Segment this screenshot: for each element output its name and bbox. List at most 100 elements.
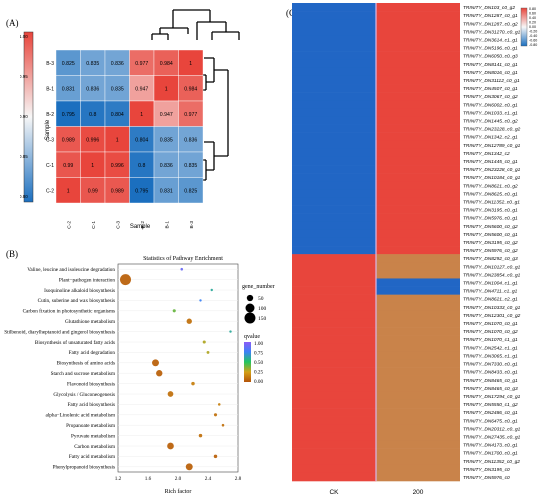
expression-cell-200 [376, 399, 460, 409]
heatmap-cell [55, 126, 81, 153]
pathway-label: Pyruvate metabolism [71, 433, 115, 439]
expression-cell-200 [376, 359, 460, 368]
heatmap-cell [153, 49, 179, 76]
expression-cell-200 [376, 108, 460, 117]
gene-label: TRINITY_DN8292_c0_g3 [463, 256, 518, 262]
expression-cell-ck [292, 108, 376, 117]
column-label: B-3 [189, 221, 195, 229]
cell-value: 0.989 [111, 188, 124, 194]
expression-cell-200 [376, 84, 460, 93]
expression-cell-ck [292, 3, 376, 12]
pathway-label: Phenylpropanoid biosynthesis [53, 465, 115, 471]
heatmap-cell [104, 126, 130, 153]
expression-cell-ck [292, 335, 376, 344]
cell-value: 0.984 [160, 61, 173, 67]
pathway-dot [156, 370, 163, 377]
gene-label: TRINITY_DN1287_c0_g2 [463, 21, 518, 27]
heatmap-cell [80, 151, 106, 178]
expression-cell-200 [376, 92, 460, 101]
heatmap-cell [55, 151, 81, 178]
expression-cell-ck [292, 448, 376, 457]
pathway-label: Fatty acid biosynthesis [67, 402, 115, 408]
heatmap-cell [80, 75, 106, 102]
legend-color-tick: 0.50 [254, 360, 263, 366]
pathway-dot [185, 463, 193, 471]
expression-cell-200 [376, 254, 460, 263]
expression-cell-ck [292, 367, 376, 376]
expression-cell-200 [376, 237, 460, 247]
expression-cell-ck [292, 408, 376, 417]
gene-label: TRINITY_DN8465_c0_g3 [463, 386, 518, 392]
cell-value: 0.795 [135, 188, 148, 194]
expression-cell-ck [292, 165, 376, 174]
heatmap-cell [55, 49, 81, 76]
gene-label: TRINITY_DN6475_c0_g1 [463, 418, 518, 424]
expression-cell-ck [292, 148, 376, 158]
pathway-dot [119, 274, 132, 286]
expression-cell-ck [292, 343, 376, 352]
colorbar-tick: 0.85 [20, 154, 28, 159]
row-label: C-1 [46, 163, 54, 169]
expression-cell-200 [376, 3, 460, 12]
heatmap-cell [80, 100, 106, 127]
expression-cell-ck [292, 383, 376, 393]
gene-label: TRINITY_DN1070_c0_g2 [463, 329, 518, 335]
gene-label: TRINITY_DN12301_c0_g2 [463, 313, 521, 319]
cell-value: 0.996 [111, 163, 124, 169]
heatmap-cell [178, 49, 204, 76]
gene-label: TRINITY_DN8621_c0_g2 [463, 183, 518, 189]
expression-cell-200 [376, 189, 460, 198]
pathway-dot [191, 381, 195, 386]
cell-value: 0.99 [63, 163, 73, 169]
heatmap-cell [55, 75, 81, 102]
expression-cell-200 [376, 310, 460, 320]
gene-label: TRINITY_DN5600_c0_g2 [463, 224, 518, 230]
expression-cell-ck [292, 51, 376, 61]
expression-cell-ck [292, 189, 376, 198]
colorbar-tick: 0.80 [20, 194, 28, 199]
expression-cell-200 [376, 270, 460, 279]
gene-label: TRINITY_DN2486_c0_g1 [463, 410, 518, 416]
colorbar-tick: 0.20 [529, 21, 536, 25]
pathway-dot [217, 403, 221, 406]
expression-cell-200 [376, 197, 460, 206]
expression-cell-ck [292, 205, 376, 214]
cell-value: 0.804 [135, 137, 148, 143]
cell-value: 0.8 [138, 163, 145, 169]
heatmap-cell [129, 75, 155, 102]
gene-label: TRINITY_DN3195_c0 [463, 467, 510, 473]
cell-value: 1 [140, 112, 143, 118]
gene-label: TRINITY_DN1033_c1_g1 [463, 110, 518, 116]
chart-title: Statistics of Pathway Enrichment [143, 255, 223, 262]
heatmap-cell [55, 177, 81, 204]
column-dendrogram [151, 9, 240, 40]
gene-label: TRINITY_DN10184_c0_g1 [463, 175, 521, 181]
cell-value: 0.804 [111, 112, 124, 118]
expression-cell-ck [292, 67, 376, 77]
row-label: C-2 [46, 188, 54, 194]
heatmap-cell [80, 126, 106, 153]
heatmap-cell [153, 177, 179, 204]
gene-label: TRINITY_DN3067_c0_g2 [463, 94, 518, 100]
expression-cell-200 [376, 165, 460, 174]
cell-value: 0.825 [184, 188, 197, 194]
legend-size-label: 100 [258, 306, 267, 312]
x-tick-label: 2.0 [175, 476, 182, 482]
expression-cell-ck [292, 173, 376, 182]
gene-label: TRINITY_DN31112_c0_g1 [463, 78, 520, 84]
heatmap-cell [129, 151, 155, 178]
pathway-dot [198, 433, 203, 438]
expression-cell-200 [376, 408, 460, 417]
expression-cell-200 [376, 286, 460, 295]
expression-cell-200 [376, 51, 460, 61]
pathway-label: Flavonoid biosynthesis [67, 381, 115, 387]
cell-value: 0.996 [86, 137, 99, 143]
pathway-label: Carbon fixation in photosynthetic organi… [23, 308, 115, 315]
pathway-dot [180, 267, 184, 271]
gene-label: TRINITY_DN1004_c1_g1 [463, 281, 518, 287]
expression-cell-ck [292, 124, 376, 133]
expression-colorbar [520, 7, 528, 47]
gene-label: TRINITY_DN17294_c0_g1 [463, 394, 521, 400]
expression-cell-200 [376, 59, 460, 69]
expression-cell-ck [292, 294, 376, 304]
